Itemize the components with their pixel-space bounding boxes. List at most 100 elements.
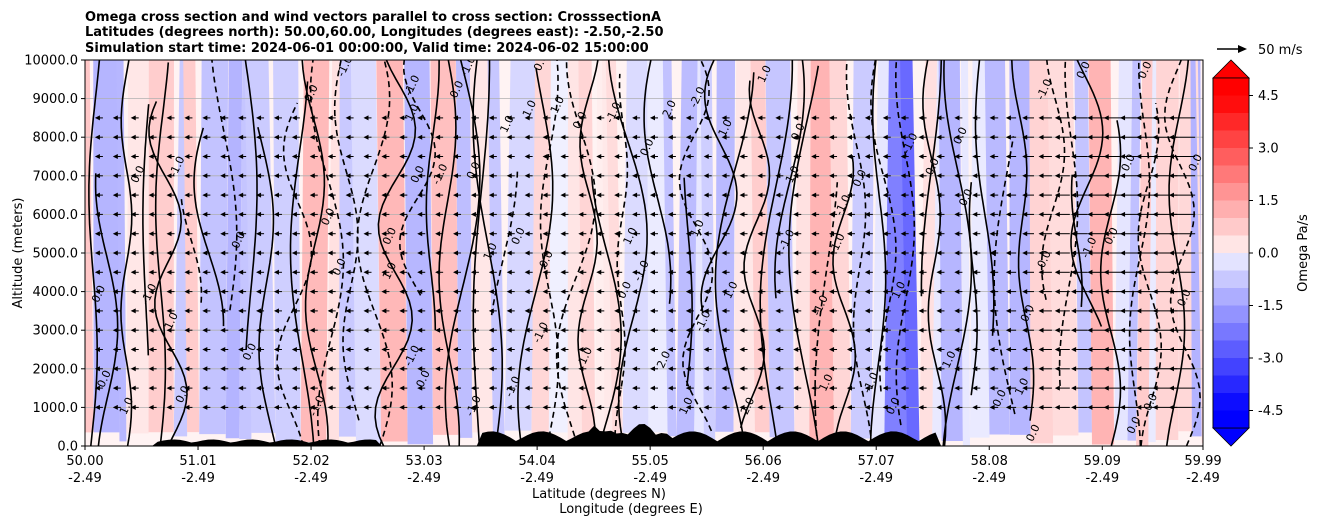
- wind-vector-head-60: [130, 347, 136, 352]
- wind-vector-head-789: [954, 211, 960, 217]
- wind-vector-head-165: [256, 211, 262, 217]
- wind-vector-head-948: [1120, 192, 1126, 198]
- omega-contour-lines: [88, 60, 1201, 446]
- wind-vector-head-297: [399, 289, 405, 295]
- wind-vector-head-114: [202, 154, 208, 159]
- wind-vector-head-353: [470, 134, 476, 140]
- wind-vector-head-496: [632, 115, 638, 121]
- colorbar-tick-label: 0.0: [1258, 247, 1279, 262]
- wind-vector-head-136: [220, 269, 226, 275]
- wind-vector-head-66: [148, 154, 154, 159]
- wind-vector-head-307: [417, 173, 423, 179]
- wind-vector-head-845: [1005, 366, 1011, 372]
- wind-vector-head-878: [1038, 385, 1044, 391]
- wind-vector-head-425: [542, 289, 548, 295]
- wind-vector-head-357: [470, 211, 476, 217]
- wind-vector-head-76: [148, 347, 154, 352]
- wind-vector-head-891: [1054, 327, 1060, 333]
- wind-vector-head-332: [435, 347, 441, 352]
- wind-vector-head-699: [846, 327, 852, 333]
- wind-vector-head-454: [578, 231, 584, 237]
- wind-vector-head-281: [381, 289, 387, 295]
- wind-vector-head-997: [1168, 211, 1174, 217]
- wind-vector-head-419: [542, 173, 548, 179]
- contour-line-10: [257, 127, 277, 446]
- wind-vector-head-552: [685, 269, 691, 275]
- wind-vector-head-397: [506, 366, 512, 372]
- y-tick-label: 6000.0: [33, 208, 79, 223]
- wind-vector-head-595: [739, 173, 745, 179]
- colorbar-tick-label: -1.5: [1258, 299, 1283, 314]
- wind-vector-head-351: [453, 404, 459, 410]
- colorbar-tick-label: 4.5: [1258, 89, 1279, 104]
- wind-vector-head-678: [829, 231, 835, 237]
- wind-vector-head-274: [381, 154, 387, 159]
- wind-vector-head-651: [793, 327, 799, 333]
- wind-vector-head-724: [882, 192, 888, 198]
- wind-vector-head-143: [220, 404, 226, 410]
- wind-vector-head-441: [560, 289, 566, 295]
- wind-vector-head-478: [596, 385, 602, 391]
- wind-vector-head-98: [184, 154, 190, 159]
- wind-vector-head-309: [417, 211, 423, 217]
- wind-vector-head-261: [363, 211, 369, 217]
- wind-vector-head-725: [882, 211, 888, 217]
- colorbar-band: [1213, 235, 1249, 253]
- wind-vector-head-404: [524, 192, 530, 198]
- wind-vector-head-780: [936, 347, 942, 352]
- colorbar-band: [1213, 270, 1249, 288]
- x-tick-label-lon: -2.49: [407, 471, 441, 486]
- wind-vector-head-249: [345, 289, 351, 295]
- omega-band-29: [605, 60, 623, 435]
- wind-vector-head-761: [918, 289, 924, 295]
- wind-vector-head-462: [578, 385, 584, 391]
- wind-vector-head-474: [596, 308, 602, 314]
- wind-vector-head-773: [936, 211, 942, 217]
- wind-vector-head-104: [184, 269, 190, 275]
- wind-vector-head-991: [1152, 404, 1158, 410]
- wind-vector-head-106: [184, 308, 190, 314]
- wind-vector-head-582: [721, 231, 727, 237]
- wind-vector-head-117: [202, 211, 208, 217]
- x-tick-label-lat: 57.07: [858, 454, 895, 469]
- wind-vector-head-567: [703, 250, 709, 256]
- contour-line-45: [870, 60, 897, 392]
- wind-vector-head-42: [112, 308, 118, 314]
- wind-vector-head-107: [184, 327, 190, 333]
- omega-band-42: [829, 60, 851, 433]
- wind-vector-head-781: [936, 366, 942, 372]
- wind-vector-head-8: [77, 270, 82, 275]
- wind-vector-head-433: [560, 134, 566, 140]
- wind-vector-head-762: [918, 308, 924, 314]
- wind-vector-head-373: [488, 211, 494, 217]
- contour-line-48: [922, 60, 947, 446]
- wind-vector-head-557: [685, 366, 691, 372]
- omega-band-49: [938, 60, 963, 442]
- wind-vector-head-686: [829, 385, 835, 391]
- wind-vector-head-411: [524, 327, 530, 333]
- wind-vector-head-901: [1071, 211, 1077, 217]
- x-tick-label-lon: -2.49: [1085, 471, 1119, 486]
- wind-vector-head-395: [506, 327, 512, 333]
- wind-vector-head-149: [238, 211, 244, 217]
- omega-band-10: [244, 60, 276, 433]
- wind-vector-head-158: [238, 385, 244, 391]
- wind-vector-head-319: [417, 404, 423, 410]
- wind-vector-head-488: [614, 269, 620, 275]
- wind-vector-head-135: [220, 250, 226, 256]
- wind-vector-head-618: [757, 308, 763, 314]
- wind-vector-head-514: [649, 154, 655, 159]
- wind-vector-head-57: [130, 289, 136, 295]
- wind-vector-head-448: [578, 115, 584, 121]
- wind-vector-head-28: [94, 347, 100, 352]
- wind-vector-head-393: [506, 289, 512, 295]
- wind-vector-head-879: [1038, 404, 1044, 410]
- x-tick-label-lat: 56.06: [745, 454, 782, 469]
- contour-line-19: [425, 60, 440, 331]
- wind-vector-head-318: [417, 385, 423, 391]
- wind-vector-head-631: [775, 250, 781, 256]
- wind-vector-head-510: [632, 385, 638, 391]
- wind-vector-head-215: [309, 250, 315, 256]
- wind-vector-head-329: [435, 289, 441, 295]
- wind-vector-head-570: [703, 308, 709, 314]
